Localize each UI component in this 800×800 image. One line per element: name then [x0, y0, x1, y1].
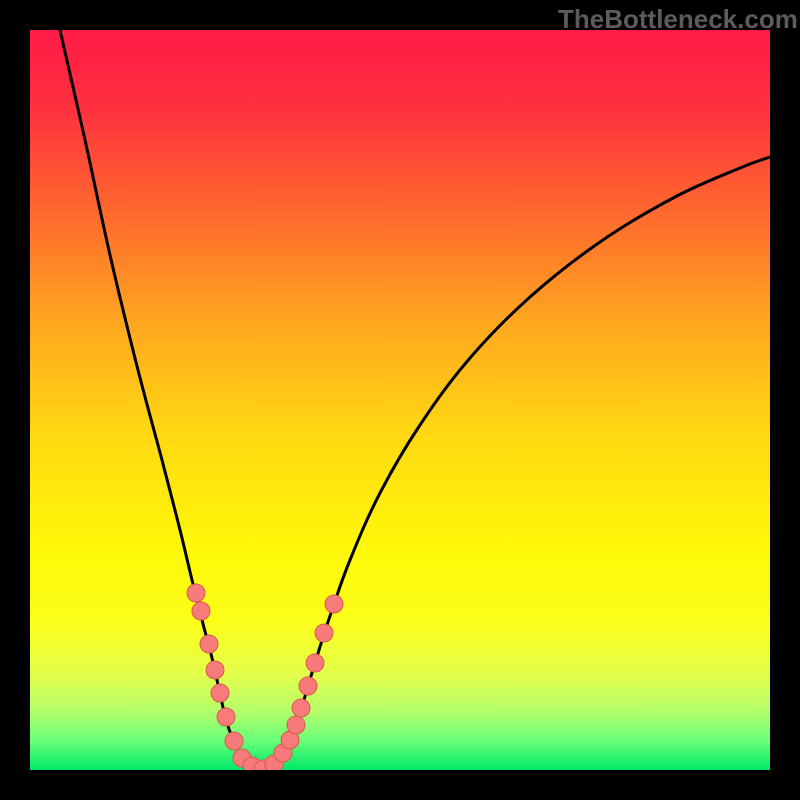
curve-marker — [217, 708, 235, 726]
curve-marker — [315, 624, 333, 642]
curve-marker — [325, 595, 343, 613]
curve-marker — [306, 654, 324, 672]
watermark-text: TheBottleneck.com — [558, 4, 798, 35]
curve-layer — [30, 30, 770, 770]
chart-frame: TheBottleneck.com — [0, 0, 800, 800]
curve-marker — [299, 677, 317, 695]
curve-marker — [187, 584, 205, 602]
curve-marker — [211, 684, 229, 702]
plot-area — [30, 30, 770, 770]
bottleneck-curve — [60, 30, 770, 769]
curve-marker — [287, 716, 305, 734]
curve-marker — [206, 661, 224, 679]
curve-marker — [192, 602, 210, 620]
curve-marker — [292, 699, 310, 717]
curve-marker — [225, 732, 243, 750]
curve-marker — [200, 635, 218, 653]
